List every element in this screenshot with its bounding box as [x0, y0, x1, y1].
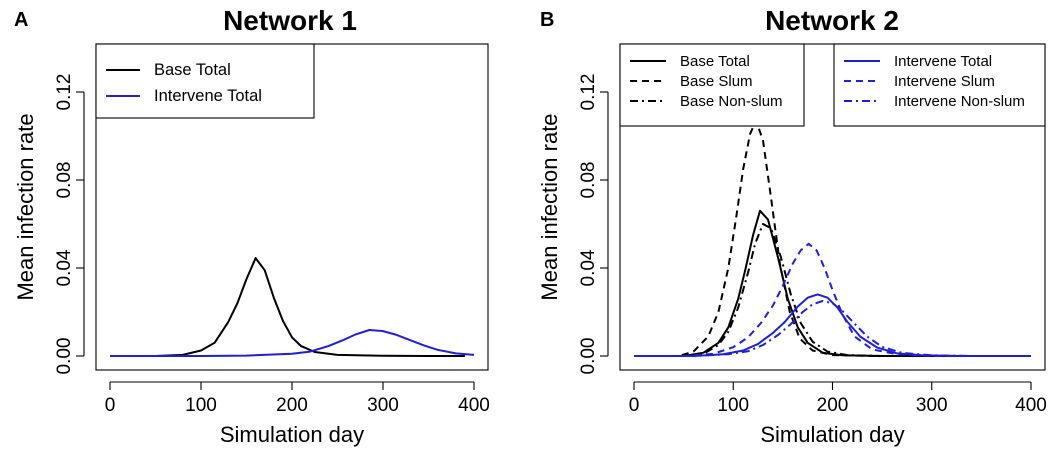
panel-letter: A	[14, 9, 28, 31]
x-tick-label: 400	[1015, 395, 1047, 416]
legend-entry: Intervene Slum	[894, 73, 995, 90]
series-line	[634, 223, 1031, 357]
series-line	[634, 242, 1031, 357]
y-tick-label: 0.00	[578, 338, 599, 375]
y-axis-label: Mean infection rate	[13, 113, 38, 300]
legend: Base Total Base Slum Base Non-slum	[619, 43, 805, 127]
x-axis-label: Simulation day	[760, 422, 904, 447]
panel-letter: B	[540, 9, 554, 31]
x-axis-label: Simulation day	[220, 422, 364, 447]
chart-title: Network 1	[223, 5, 357, 36]
legend: Base Total Intervene Total	[95, 43, 315, 119]
y-tick-label: 0.00	[54, 338, 75, 375]
legend-entry: Base Non-slum	[680, 93, 783, 110]
series-line	[110, 257, 465, 357]
x-tick-label: 200	[817, 395, 849, 416]
y-tick-label: 0.04	[54, 249, 75, 286]
x-tick-label: 300	[367, 395, 399, 416]
series-line	[110, 329, 475, 357]
panel-a: A Network 1 0 100 200 300 400 Simulation day 0.0…	[13, 5, 490, 447]
legend-entry: Intervene Total	[154, 87, 262, 105]
chart-title: Network 2	[765, 5, 899, 36]
y-axis-label: Mean infection rate	[537, 113, 562, 300]
y-tick-label: 0.12	[54, 74, 75, 111]
x-tick-label: 0	[629, 395, 640, 416]
legend-entry: Base Total	[154, 61, 231, 79]
legend-entry: Intervene Non-slum	[894, 93, 1025, 110]
legend-box	[95, 43, 315, 119]
x-tick-label: 200	[276, 395, 308, 416]
x-tick-label: 300	[916, 395, 948, 416]
legend-box	[619, 43, 805, 127]
legend-entry: Base Total	[680, 53, 750, 70]
series-line	[634, 293, 1031, 357]
panel-b: B Network 2 0 100 200 300 400 Simulation day 0.0…	[537, 5, 1047, 447]
plot-frame	[619, 43, 1046, 371]
y-tick-label: 0.04	[578, 249, 599, 286]
x-tick-label: 0	[105, 395, 116, 416]
y-tick-label: 0.08	[54, 162, 75, 199]
x-tick-label: 100	[185, 395, 217, 416]
x-tick-label: 400	[458, 395, 490, 416]
x-tick-label: 100	[717, 395, 749, 416]
series-line	[634, 119, 1031, 357]
series-line	[634, 300, 1031, 357]
series-line	[634, 209, 1031, 357]
legend: Intervene Total Intervene Slum Intervene N…	[833, 43, 1046, 127]
legend-box	[833, 43, 1046, 127]
y-tick-label: 0.12	[578, 74, 599, 111]
legend-entry: Base Slum	[680, 73, 753, 90]
legend-entry: Intervene Total	[894, 53, 992, 70]
y-tick-label: 0.08	[578, 162, 599, 199]
